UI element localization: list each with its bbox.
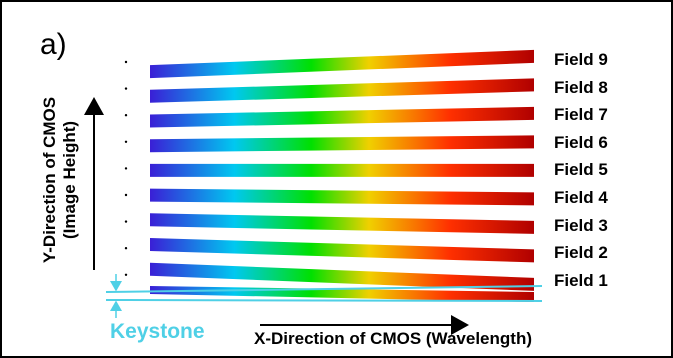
field-dot-9 [124,60,128,64]
spectral-band-field-4 [150,188,534,206]
spectral-band-field-6 [150,135,534,153]
field-label-7: Field 7 [554,105,608,125]
field-dot-6 [124,140,128,143]
spectral-band-field-5 [150,163,534,177]
field-label-2: Field 2 [554,243,608,263]
field-label-4: Field 4 [554,188,608,207]
field-marker-dots [124,60,128,276]
field-dot-4 [124,193,128,197]
field-label-9: Field 9 [554,50,608,69]
panel-label: a) [40,28,67,61]
spectral-band-field-7 [150,106,534,128]
spectral-bands [150,49,534,302]
spectral-band-field-8 [150,78,534,103]
field-label-8: Field 8 [554,77,608,97]
keystone-line-bottom [105,299,543,302]
field-dot-1 [124,273,128,276]
spectral-band-field-9 [150,49,534,79]
field-dot-8 [124,87,128,90]
field-dot-2 [124,247,128,250]
field-label-5: Field 5 [554,160,608,180]
field-dot-5 [124,167,128,170]
keystone-label: Keystone [110,320,205,343]
spectral-band-field-3 [150,213,534,234]
field-label-1: Field 1 [554,270,608,290]
field-dot-3 [124,220,128,223]
field-dot-7 [124,114,128,117]
spectral-band-field-1 [150,262,534,291]
x-axis-label: X-Direction of CMOS (Wavelength) [254,329,532,348]
field-label-6: Field 6 [554,132,608,152]
keystone-line-top [105,285,543,293]
field-label-3: Field 3 [554,215,608,235]
spectral-band-field-2 [150,238,534,263]
